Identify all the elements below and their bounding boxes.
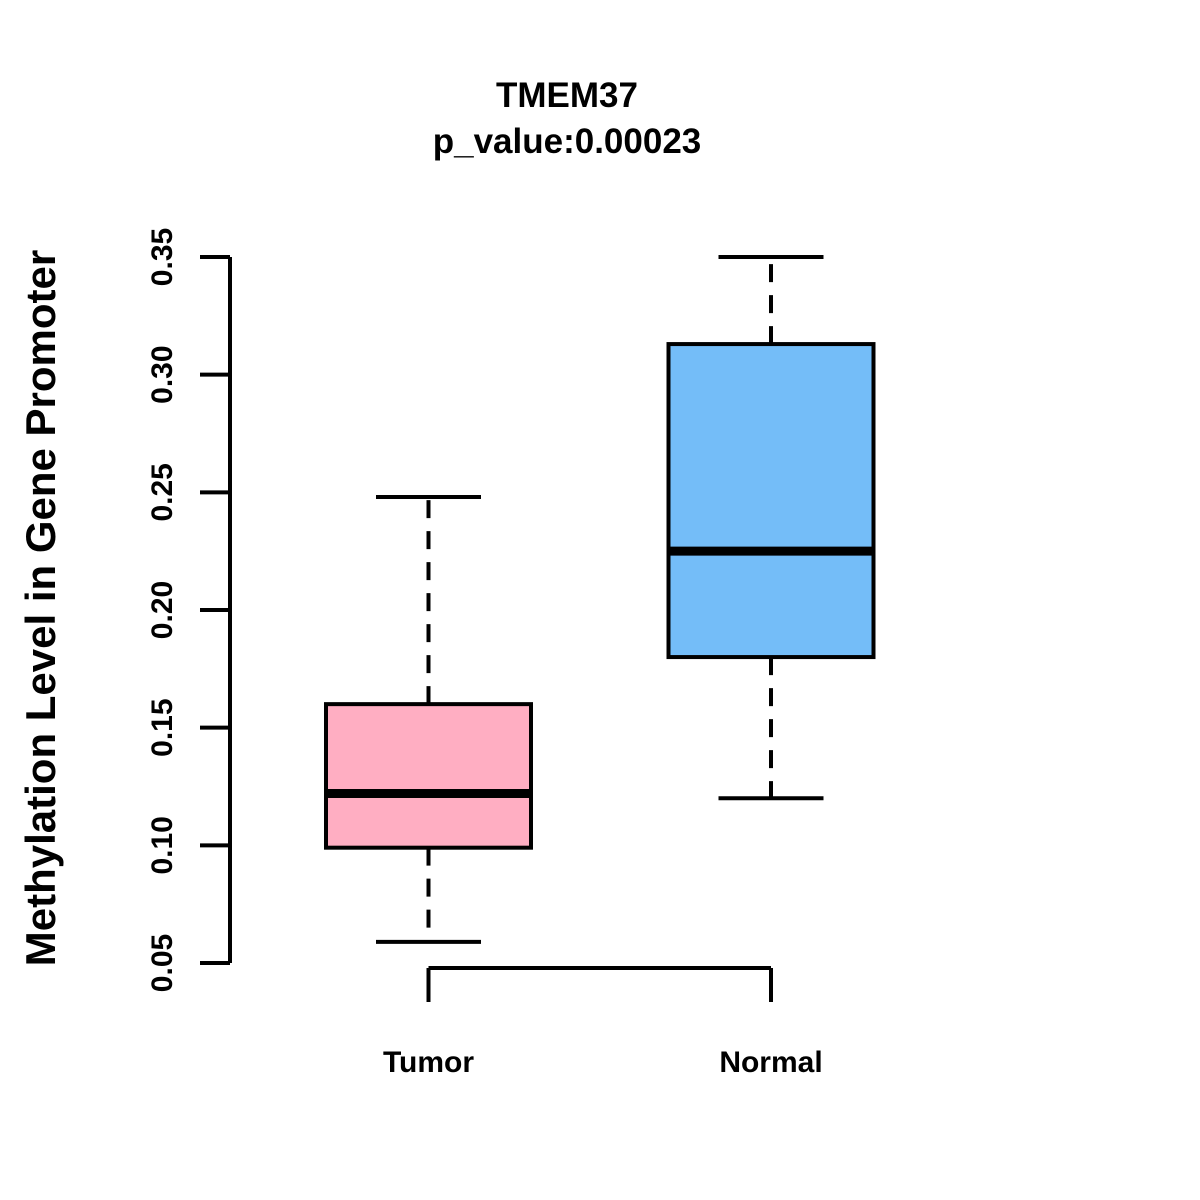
y-tick-label: 0.10 <box>146 816 179 874</box>
box-normal <box>666 342 876 660</box>
y-tick-label: 0.25 <box>146 463 179 521</box>
category-label-tumor: Tumor <box>383 1046 474 1079</box>
category-label-normal: Normal <box>719 1046 822 1079</box>
y-tick-label: 0.30 <box>146 345 179 403</box>
y-axis-label: Methylation Level in Gene Promoter <box>17 250 64 966</box>
plot-area: 0.05 0.10 0.15 0.20 0.25 0.30 0.35 Tumor Normal <box>146 228 876 1079</box>
y-tick-label: 0.05 <box>146 934 179 992</box>
chart-title: TMEM37 <box>496 76 638 115</box>
y-tick-label: 0.20 <box>146 581 179 639</box>
chart-subtitle: p_value:0.00023 <box>433 122 702 161</box>
y-tick-label: 0.15 <box>146 698 179 756</box>
y-tick-label: 0.35 <box>146 228 179 286</box>
box-tumor <box>324 702 533 850</box>
